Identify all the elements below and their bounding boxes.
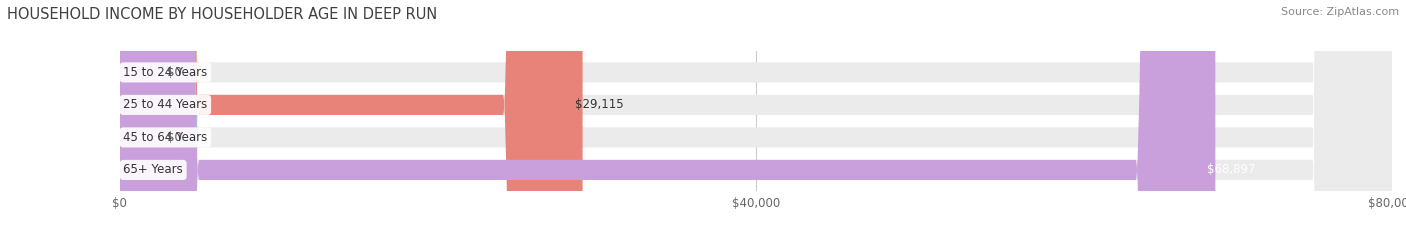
FancyBboxPatch shape bbox=[120, 0, 582, 233]
Text: HOUSEHOLD INCOME BY HOUSEHOLDER AGE IN DEEP RUN: HOUSEHOLD INCOME BY HOUSEHOLDER AGE IN D… bbox=[7, 7, 437, 22]
Text: 15 to 24 Years: 15 to 24 Years bbox=[124, 66, 208, 79]
FancyBboxPatch shape bbox=[75, 0, 200, 233]
FancyBboxPatch shape bbox=[120, 0, 1392, 233]
Text: $0: $0 bbox=[167, 66, 183, 79]
Text: 45 to 64 Years: 45 to 64 Years bbox=[124, 131, 208, 144]
Text: 65+ Years: 65+ Years bbox=[124, 163, 183, 176]
Text: $68,897: $68,897 bbox=[1208, 163, 1256, 176]
FancyBboxPatch shape bbox=[120, 0, 1392, 233]
Text: $0: $0 bbox=[167, 131, 183, 144]
Text: 25 to 44 Years: 25 to 44 Years bbox=[124, 98, 208, 111]
FancyBboxPatch shape bbox=[120, 0, 1215, 233]
FancyBboxPatch shape bbox=[75, 0, 200, 233]
Text: Source: ZipAtlas.com: Source: ZipAtlas.com bbox=[1281, 7, 1399, 17]
FancyBboxPatch shape bbox=[120, 0, 1392, 233]
FancyBboxPatch shape bbox=[120, 0, 1392, 233]
Text: $29,115: $29,115 bbox=[575, 98, 623, 111]
